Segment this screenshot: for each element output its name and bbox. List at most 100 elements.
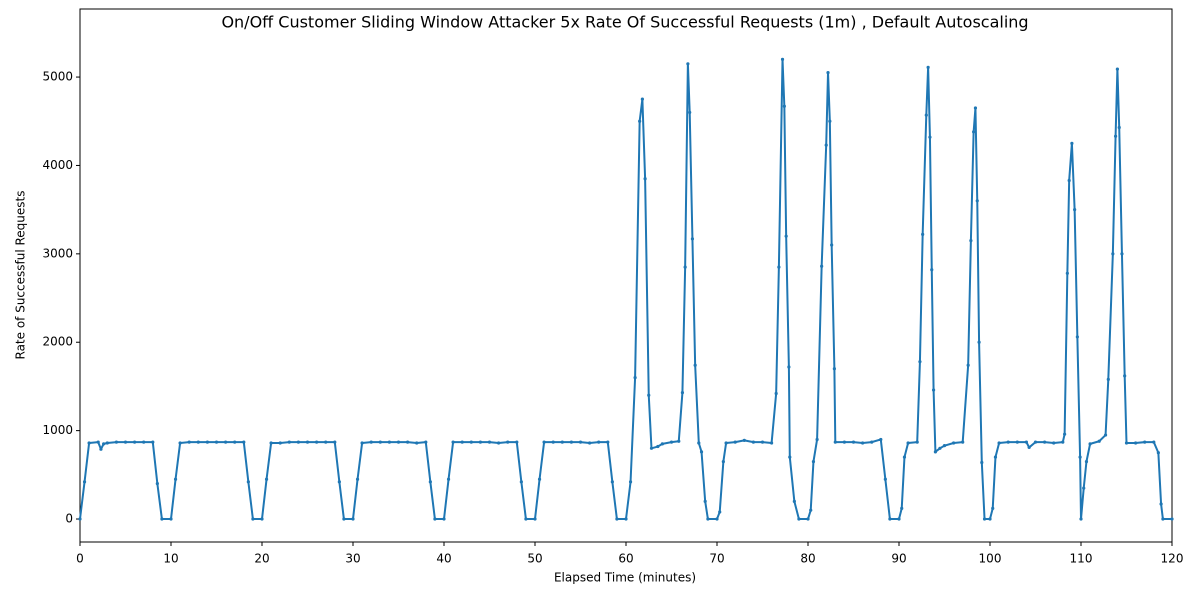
data-point	[1006, 440, 1010, 444]
x-tick-label: 110	[1070, 552, 1093, 566]
data-point	[792, 499, 796, 503]
data-point	[697, 441, 701, 445]
data-point	[1159, 502, 1163, 506]
data-point	[1111, 252, 1115, 256]
data-point	[826, 71, 830, 75]
data-point	[133, 440, 137, 444]
data-point	[369, 440, 373, 444]
data-point	[415, 441, 419, 445]
data-point	[178, 441, 182, 445]
data-point	[1075, 335, 1079, 339]
data-point	[1120, 252, 1124, 256]
data-point	[715, 517, 719, 521]
data-point	[660, 442, 665, 446]
data-point	[683, 265, 687, 269]
data-point	[387, 440, 391, 444]
data-point	[921, 232, 925, 236]
data-point	[87, 441, 91, 445]
data-point	[788, 455, 792, 459]
data-point	[647, 393, 651, 397]
data-point	[1161, 517, 1165, 521]
data-point	[569, 440, 574, 444]
data-point	[815, 437, 819, 442]
data-point	[742, 438, 746, 442]
data-point	[897, 517, 901, 521]
data-point	[930, 268, 934, 272]
series-line	[79, 58, 1172, 521]
data-point	[1134, 441, 1138, 445]
data-point	[169, 517, 173, 521]
data-point	[96, 440, 100, 444]
data-point	[680, 391, 685, 395]
data-point	[973, 106, 978, 110]
data-point	[160, 517, 164, 521]
y-tick-label: 0	[65, 512, 73, 526]
data-point	[703, 499, 707, 503]
data-point	[928, 135, 932, 139]
data-point	[952, 441, 956, 445]
data-point	[906, 441, 910, 445]
data-point	[406, 440, 410, 444]
data-point	[396, 440, 401, 444]
data-point	[656, 444, 660, 449]
data-point	[542, 440, 546, 444]
data-point	[649, 446, 654, 450]
data-point	[1063, 432, 1067, 436]
data-point	[478, 440, 482, 444]
data-point	[980, 460, 984, 465]
data-point	[606, 440, 610, 444]
data-point	[278, 441, 282, 445]
data-point	[1088, 442, 1092, 446]
data-point	[699, 450, 704, 454]
data-point	[1084, 459, 1089, 464]
data-point	[1152, 440, 1156, 444]
data-point	[784, 234, 788, 238]
data-point	[355, 477, 360, 481]
data-point	[187, 440, 191, 444]
data-point	[806, 517, 810, 521]
data-point	[931, 388, 936, 392]
data-point	[982, 517, 987, 521]
y-tick-label: 2000	[42, 335, 73, 349]
data-point	[1061, 440, 1065, 444]
y-axis-label: Rate of Successful Requests	[14, 191, 28, 360]
data-point	[733, 440, 737, 444]
data-point	[296, 440, 300, 444]
data-point	[787, 365, 791, 369]
data-point	[824, 143, 828, 147]
data-point	[669, 440, 674, 444]
data-point	[533, 517, 537, 521]
data-point	[1067, 178, 1071, 183]
data-point	[360, 441, 364, 445]
data-point	[173, 477, 178, 481]
data-point	[933, 450, 938, 454]
data-point	[151, 440, 155, 444]
data-point	[900, 506, 904, 511]
data-point	[1073, 208, 1077, 212]
data-point	[105, 441, 109, 445]
data-point	[1117, 125, 1121, 130]
data-point	[832, 367, 836, 371]
data-point	[628, 480, 633, 484]
data-point	[861, 441, 865, 445]
data-point	[777, 265, 781, 269]
data-point	[99, 447, 103, 451]
data-point	[833, 440, 837, 444]
data-point	[760, 440, 765, 444]
data-point	[315, 440, 319, 444]
data-point	[977, 340, 981, 344]
data-point	[842, 440, 847, 444]
data-point	[560, 440, 564, 444]
data-point	[640, 97, 644, 101]
data-point	[870, 440, 874, 444]
data-point	[975, 199, 979, 203]
data-point	[1070, 141, 1074, 145]
data-point	[972, 130, 976, 134]
data-point	[428, 480, 432, 484]
data-point	[442, 517, 446, 521]
data-point	[114, 440, 118, 444]
data-point	[337, 480, 341, 484]
plot-frame	[79, 8, 1173, 543]
data-point	[718, 510, 722, 514]
